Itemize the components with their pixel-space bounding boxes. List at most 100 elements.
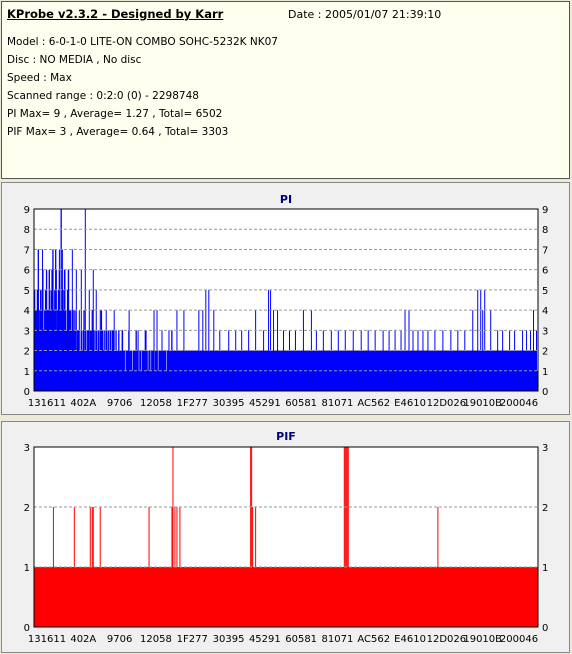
pi-bar	[261, 350, 264, 391]
pi-bar	[212, 350, 214, 391]
pi-xtick: 12058	[140, 398, 172, 409]
pi-bar	[312, 350, 315, 391]
pi-bar	[221, 350, 223, 391]
pi-peak-bar	[522, 330, 524, 391]
pi-peak-bar	[442, 330, 444, 391]
pi-bar	[147, 370, 149, 391]
pi-peak-bar	[263, 330, 265, 391]
pi-peak-bar	[71, 249, 73, 391]
pi-bar	[106, 330, 108, 391]
pi-xtick: 200046	[500, 398, 538, 409]
pif-ytick-right: 0	[542, 623, 548, 634]
pif-xtick: E4610	[394, 634, 426, 645]
pi-peak-bar	[208, 289, 210, 391]
pi-bar	[73, 330, 75, 391]
pi-bar	[392, 350, 394, 391]
pi-peak-bar	[283, 330, 285, 391]
pi-bar	[77, 330, 80, 391]
pi-bar	[362, 350, 364, 391]
pi-bar	[118, 330, 120, 391]
pi-bar	[356, 350, 359, 391]
pi-bar	[503, 350, 505, 391]
pi-bar	[142, 350, 145, 391]
pi-xtick: 402A	[70, 398, 96, 409]
pi-ytick-left: 5	[24, 286, 30, 297]
pif-xtick: 60581	[285, 634, 317, 645]
pi-bar	[50, 289, 52, 391]
pi-peak-bar	[273, 310, 275, 391]
pi-bar	[271, 350, 274, 391]
pi-peak-bar	[161, 330, 163, 391]
pi-bar	[89, 330, 92, 391]
pi-xtick: 19010B	[463, 398, 502, 409]
pif-xtick: 12D026	[427, 634, 467, 645]
pi-peak-bar	[268, 289, 270, 391]
pi-bar	[387, 350, 389, 391]
pi-chart-title: PI	[280, 193, 292, 206]
pi-bar	[452, 350, 455, 391]
pi-bar	[173, 350, 175, 391]
pi-bar	[492, 350, 494, 391]
pi-bar	[242, 350, 244, 391]
pi-bar	[336, 350, 339, 391]
pi-bar	[288, 350, 290, 391]
pif-xtick: 1F277	[177, 634, 208, 645]
pi-peak-bar	[168, 330, 170, 391]
pi-peak-bar	[400, 330, 402, 391]
pi-bar	[109, 330, 112, 391]
pi-peak-bar	[92, 269, 94, 391]
pi-peak-bar	[360, 330, 362, 391]
pi-peak-bar	[509, 330, 511, 391]
pi-bar	[302, 350, 304, 391]
pi-chart-panel: PI 0 0 1 1 2 2 3 3 4 4 5 5 6 6 7 7 8 8 9 9 131611 402A 9706 1205…	[1, 182, 570, 415]
pi-bar	[287, 350, 289, 391]
speed-line: Speed : Max	[7, 72, 72, 84]
app-title: KProbe v2.3.2 - Designed by Karr	[7, 7, 224, 21]
pi-bar	[107, 350, 109, 391]
pif-ytick-right: 2	[542, 503, 548, 514]
pi-bar	[473, 350, 475, 391]
pif-xtick: 402A	[70, 634, 96, 645]
pi-bar	[76, 330, 79, 391]
pi-bar	[222, 350, 224, 391]
pi-bar	[124, 370, 126, 391]
pi-bar	[52, 249, 54, 391]
pi-bar	[131, 370, 134, 391]
pi-bar	[437, 350, 439, 391]
pi-bar	[483, 350, 485, 391]
pi-xtick: AC562	[357, 398, 390, 409]
pi-bar	[467, 350, 469, 391]
pi-peak-bar	[156, 310, 158, 391]
pi-ytick-left: 9	[24, 205, 30, 216]
pi-bar	[516, 350, 519, 391]
pi-bar	[517, 350, 520, 391]
pi-ytick-right: 5	[542, 286, 548, 297]
pi-bar	[381, 350, 383, 391]
pif-baseline-fill	[34, 567, 538, 627]
pi-peak-bar	[422, 330, 424, 391]
scanned-range-line: Scanned range : 0:2:0 (0) - 2298748	[7, 90, 199, 102]
pi-bar	[53, 310, 55, 391]
pi-ytick-right: 3	[542, 326, 548, 337]
pi-peak-bar	[482, 310, 484, 391]
pi-bar	[487, 350, 490, 391]
pi-peak-bar	[228, 330, 230, 391]
pi-bar	[87, 330, 90, 391]
pi-peak-bar	[219, 330, 221, 391]
pif-peak-bar	[346, 447, 348, 627]
pif-ytick-right: 3	[542, 443, 548, 454]
pi-bar	[75, 330, 77, 391]
pi-peak-bar	[277, 310, 279, 391]
pif-chart-title: PIF	[276, 430, 296, 443]
pi-bar	[411, 350, 414, 391]
pi-xtick: 30395	[213, 398, 245, 409]
pi-ytick-right: 2	[542, 347, 548, 358]
pi-peak-bar	[388, 330, 390, 391]
pi-bar	[452, 350, 454, 391]
pi-peak-bar	[51, 269, 53, 391]
pi-peak-bar	[202, 310, 204, 391]
pif-ytick-left: 3	[24, 443, 30, 454]
pi-bar	[317, 350, 319, 391]
pi-bar	[296, 350, 298, 391]
pi-bar	[512, 350, 514, 391]
